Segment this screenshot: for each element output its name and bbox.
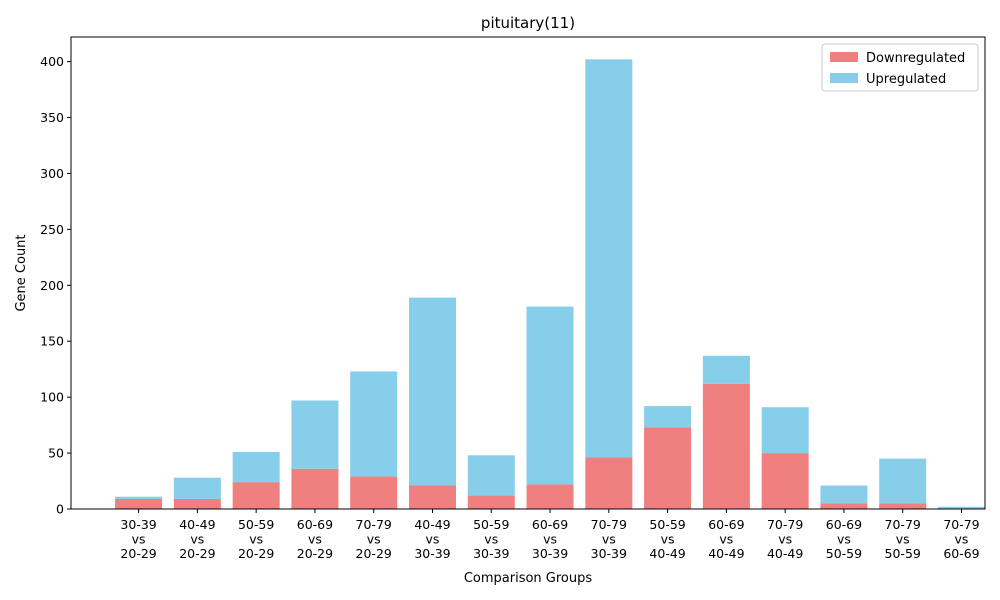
x-tick-label: 50-59 vs 40-49 (649, 517, 685, 561)
plot-frame (70, 36, 986, 510)
bar-upregulated-9 (644, 406, 692, 428)
bar-upregulated-14 (937, 506, 985, 509)
bar-upregulated-4 (350, 371, 398, 477)
bars-group (115, 59, 985, 509)
bar-downregulated-7 (526, 484, 574, 509)
bar-downregulated-13 (879, 503, 927, 509)
x-tick-label: 70-79 vs 60-69 (943, 517, 979, 561)
y-tick-label: 150 (40, 334, 64, 349)
bar-downregulated-3 (291, 468, 339, 509)
legend: Downregulated Upregulated (821, 43, 979, 92)
legend-label-downregulated: Downregulated (866, 51, 965, 66)
bar-downregulated-10 (702, 383, 750, 509)
y-tick-label: 250 (40, 222, 64, 237)
bar-upregulated-13 (879, 458, 927, 504)
y-tick-label: 400 (40, 54, 64, 69)
legend-swatch-upregulated (830, 73, 858, 83)
y-tick-label: 300 (40, 166, 64, 181)
bar-upregulated-5 (408, 297, 456, 486)
x-tick-label: 50-59 vs 30-39 (473, 517, 509, 561)
x-tick-label: 50-59 vs 20-29 (238, 517, 274, 561)
bar-upregulated-2 (232, 451, 280, 483)
x-tick-label: 30-39 vs 20-29 (120, 517, 156, 561)
bar-downregulated-2 (232, 482, 280, 509)
bar-upregulated-8 (585, 59, 633, 458)
y-tick-label: 0 (56, 502, 64, 517)
bar-upregulated-7 (526, 306, 574, 485)
legend-label-upregulated: Upregulated (866, 72, 946, 87)
bar-downregulated-8 (585, 457, 633, 509)
y-tick-label: 50 (48, 446, 64, 461)
bar-downregulated-1 (173, 498, 221, 509)
x-axis-ticks: 30-39 vs 20-29 40-49 vs 20-29 50-59 vs 20-29 60-6… (120, 509, 980, 561)
x-tick-label: 60-69 vs 20-29 (297, 517, 333, 561)
x-axis-label: Comparison Groups (464, 571, 593, 586)
x-tick-label: 40-49 vs 20-29 (179, 517, 215, 561)
y-tick-label: 200 (40, 278, 64, 293)
bar-upregulated-12 (820, 485, 868, 504)
bar-downregulated-4 (350, 476, 398, 509)
bar-downregulated-5 (408, 485, 456, 509)
x-tick-label: 70-79 vs 40-49 (767, 517, 803, 561)
x-tick-label: 60-69 vs 50-59 (826, 517, 862, 561)
y-tick-label: 350 (40, 110, 64, 125)
y-axis-label: Gene Count (14, 234, 29, 311)
bar-upregulated-3 (291, 400, 339, 469)
x-tick-label: 70-79 vs 50-59 (885, 517, 921, 561)
x-tick-label: 40-49 vs 30-39 (414, 517, 450, 561)
bar-upregulated-1 (173, 477, 221, 499)
bar-downregulated-12 (820, 503, 868, 509)
x-tick-label: 60-69 vs 30-39 (532, 517, 568, 561)
x-tick-label: 70-79 vs 20-29 (356, 517, 392, 561)
legend-box (821, 43, 979, 92)
bar-downregulated-9 (644, 427, 692, 509)
bar-downregulated-6 (467, 495, 515, 509)
bar-upregulated-11 (761, 407, 809, 454)
bar-upregulated-0 (115, 496, 163, 499)
bar-downregulated-11 (761, 453, 809, 509)
bar-upregulated-6 (467, 455, 515, 496)
legend-swatch-downregulated (830, 52, 858, 62)
bar-upregulated-10 (702, 355, 750, 384)
chart-title: pituitary(11) (481, 14, 575, 32)
x-tick-label: 60-69 vs 40-49 (708, 517, 744, 561)
y-axis-ticks: 0 50 100 150 200 250 300 350 400 (40, 54, 71, 517)
bar-downregulated-0 (115, 498, 163, 509)
x-tick-label: 70-79 vs 30-39 (591, 517, 627, 561)
y-tick-label: 100 (40, 390, 64, 405)
